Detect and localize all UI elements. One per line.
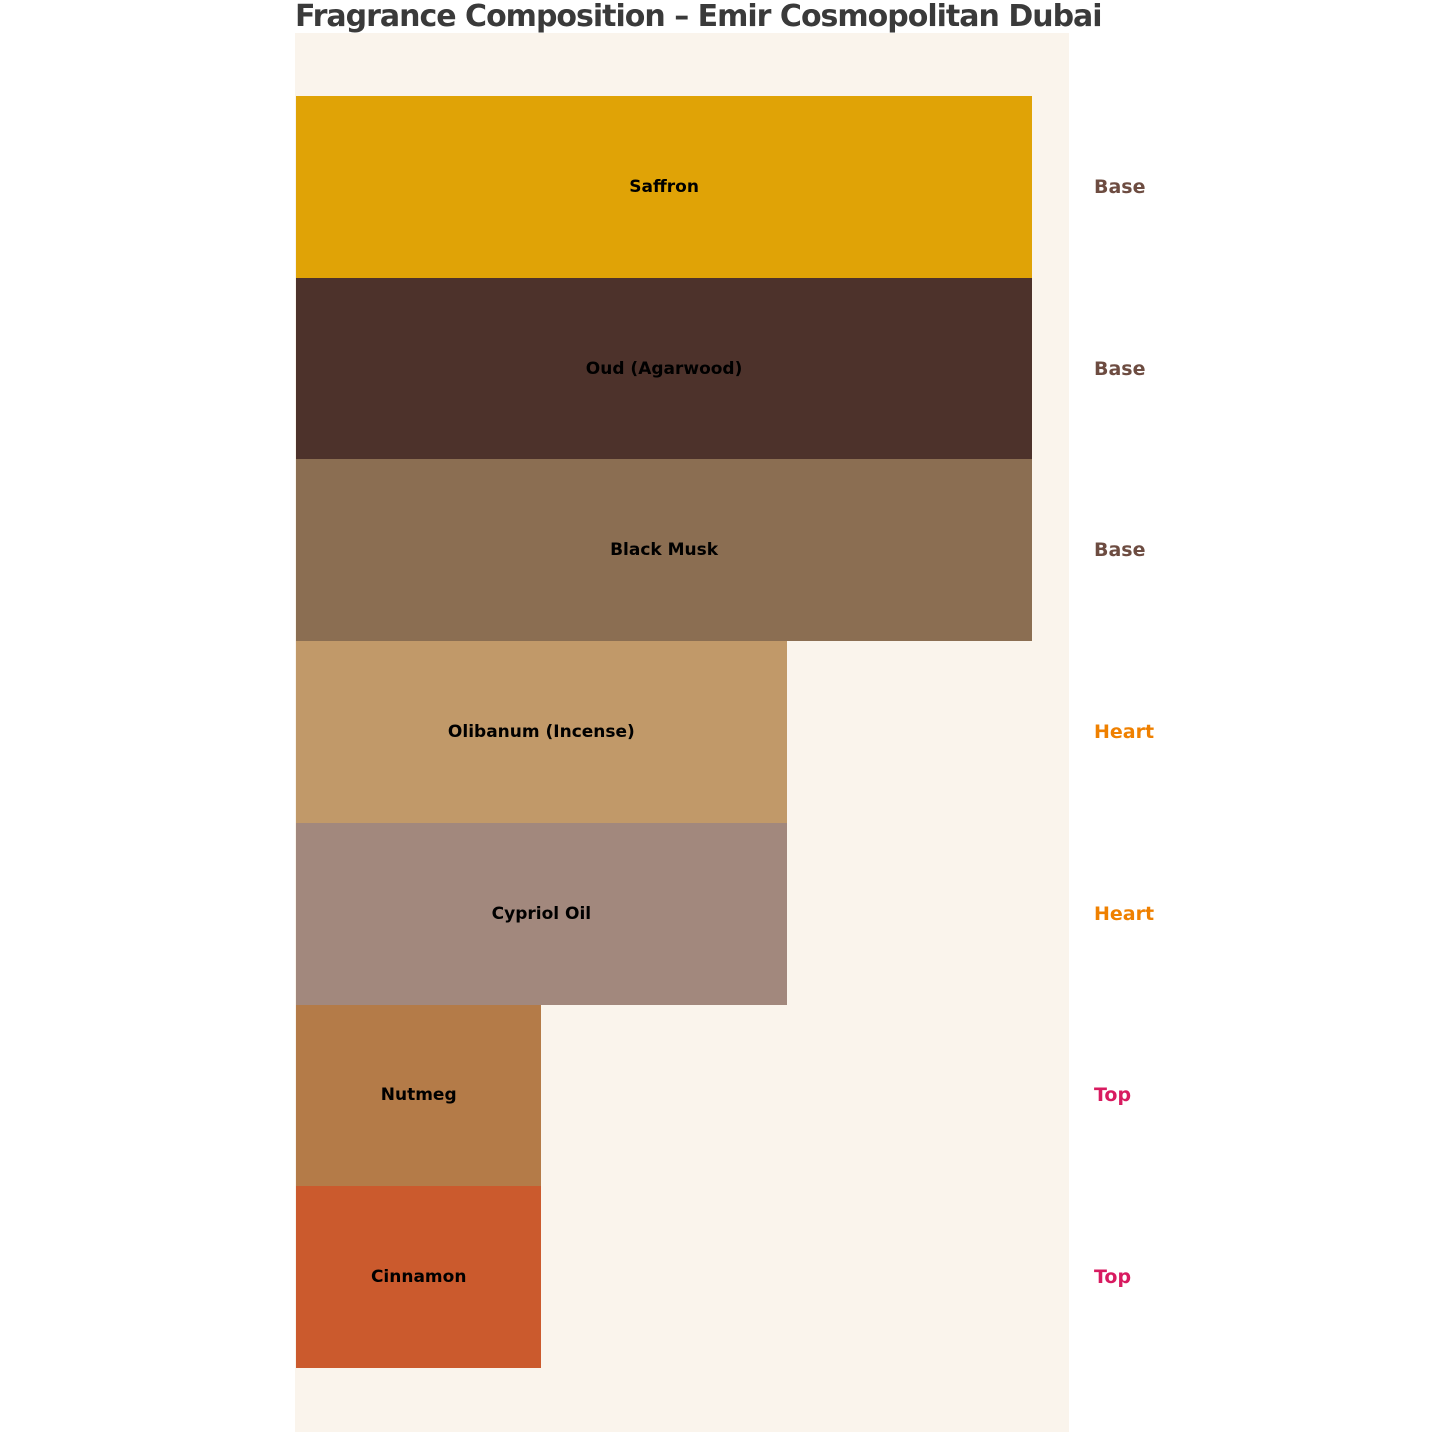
ingredient-bar: Saffron <box>296 96 1033 278</box>
ingredient-label: Black Musk <box>610 540 719 561</box>
note-role-label: Heart <box>1094 721 1155 744</box>
note-role-label: Top <box>1094 1084 1132 1107</box>
note-role-label: Base <box>1094 357 1146 380</box>
chart-title: Fragrance Composition – Emir Cosmopolita… <box>295 0 1103 34</box>
ingredient-label: Cypriol Oil <box>491 903 592 924</box>
ingredient-label: Nutmeg <box>380 1085 457 1106</box>
ingredient-bar: Nutmeg <box>296 1004 542 1187</box>
ingredient-bar: Cinnamon <box>296 1186 542 1369</box>
bar-row: Oud (Agarwood) Base <box>296 277 1146 460</box>
bar-row: Cinnamon Top <box>296 1186 1131 1369</box>
ingredient-bar: Cypriol Oil <box>296 822 787 1005</box>
note-role-label: Base <box>1094 539 1146 562</box>
ingredient-label: Oud (Agarwood) <box>585 358 743 379</box>
plot-area: Saffron Base Oud (Agarwood) Base Black M… <box>295 33 1154 1432</box>
note-role-label: Top <box>1094 1266 1132 1289</box>
bar-row: Nutmeg Top <box>296 1004 1131 1187</box>
bar-row: Black Musk Base <box>296 459 1146 642</box>
bar-row: Saffron Base <box>296 96 1146 278</box>
note-role-label: Base <box>1094 175 1146 198</box>
bars-container: Saffron Base Oud (Agarwood) Base Black M… <box>296 96 1154 1369</box>
ingredient-bar: Olibanum (Incense) <box>296 641 787 823</box>
bar-row: Cypriol Oil Heart <box>296 822 1154 1005</box>
note-role-label: Heart <box>1094 902 1155 925</box>
ingredient-bar: Oud (Agarwood) <box>296 277 1033 460</box>
ingredient-bar: Black Musk <box>296 459 1033 642</box>
ingredient-label: Olibanum (Incense) <box>447 722 635 743</box>
ingredient-label: Cinnamon <box>370 1267 467 1288</box>
bar-row: Olibanum (Incense) Heart <box>296 641 1154 823</box>
ingredient-label: Saffron <box>629 176 699 197</box>
